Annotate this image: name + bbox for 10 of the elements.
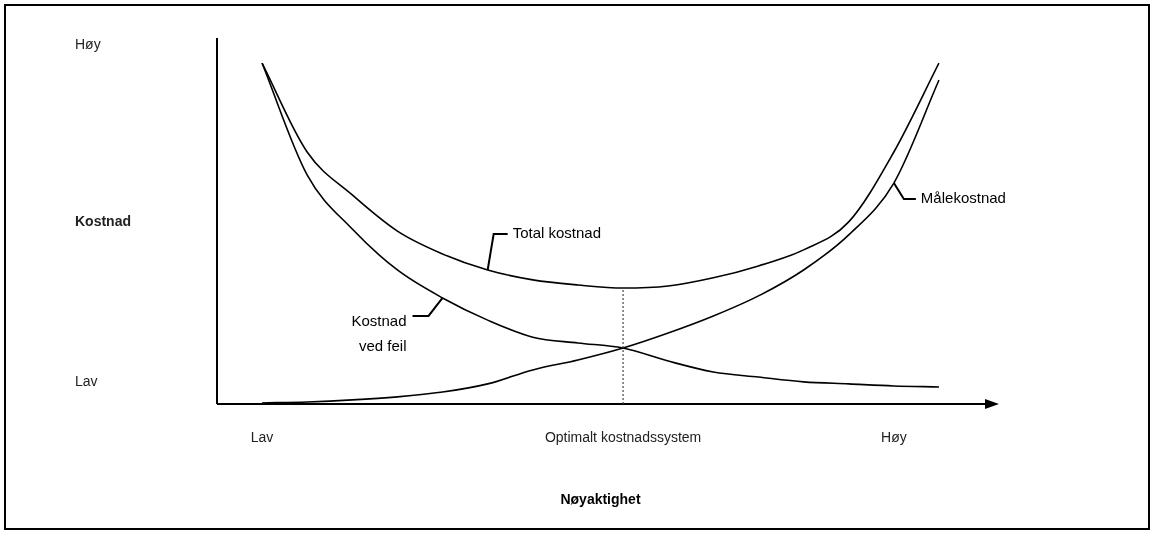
text: Lav: [75, 372, 98, 389]
x-tick-label: Optimalt kostnadssystem: [544, 429, 702, 446]
x-tick-label: Høy: [881, 429, 907, 446]
legend-label: Målekostnad: [920, 189, 1006, 207]
text: Høy: [75, 35, 101, 52]
text: Kostnad ved feil: [351, 312, 407, 355]
text: Kostnad: [75, 212, 131, 229]
x-tick-label: Lav: [250, 429, 274, 446]
text: Total kostnad: [512, 224, 602, 242]
x-axis-title: Nøyaktighet: [560, 491, 641, 508]
